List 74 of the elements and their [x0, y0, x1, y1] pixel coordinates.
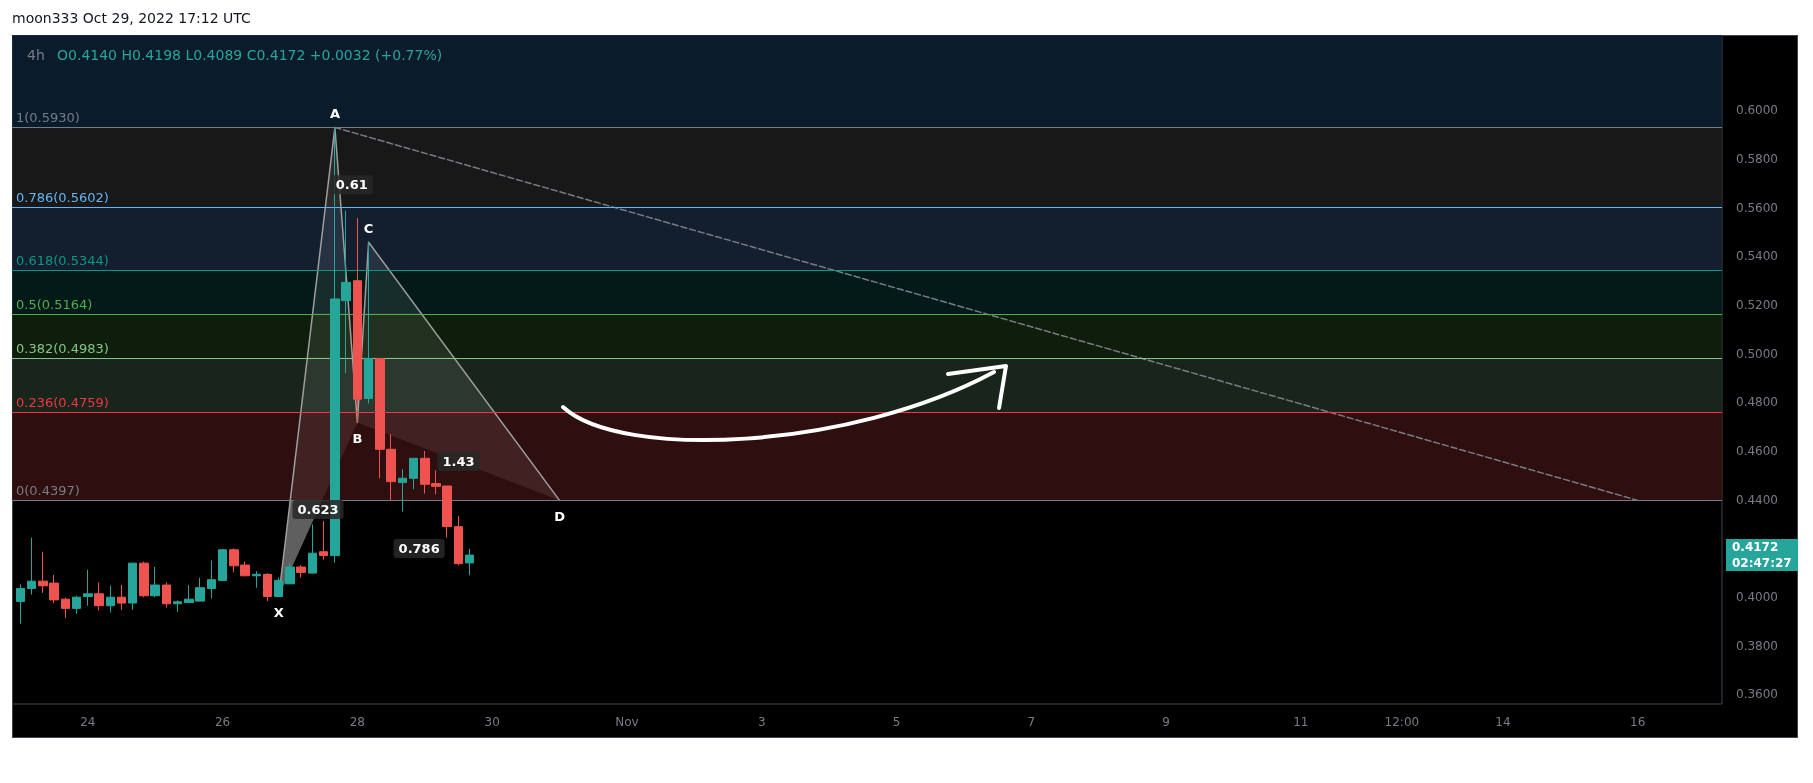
annotation: C — [363, 220, 374, 236]
ref-line-label: 0.236(0.4759) — [16, 395, 109, 411]
x-tick-label: Nov — [615, 715, 639, 729]
y-tick-label: 0.4600 — [1736, 444, 1778, 458]
candlestick — [263, 572, 272, 602]
candlestick — [173, 599, 182, 613]
text: 02:47:27 — [1732, 556, 1792, 571]
ref-line-label: 0.786(0.5602) — [16, 190, 109, 206]
ref-line-label: 0.5(0.5164) — [16, 296, 93, 312]
candlestick — [319, 520, 328, 561]
x-tick-label: 7 — [1027, 715, 1036, 729]
candlestick — [364, 241, 373, 405]
candlestick — [27, 537, 36, 596]
ref-line-label: 1(0.5930) — [16, 110, 80, 126]
candlestick — [106, 585, 115, 614]
y-tick-label: 0.4000 — [1736, 589, 1778, 604]
annotation: 1.43 — [442, 453, 475, 469]
x-tick-label: 16 — [1630, 715, 1646, 729]
candlestick — [207, 559, 216, 599]
y-tick-label: 0.5000 — [1736, 346, 1778, 361]
annotation: X — [273, 604, 284, 620]
candlestick — [128, 562, 137, 611]
annotation: 0.623 — [297, 502, 339, 517]
candlestick — [296, 564, 306, 579]
y-tick-label: 0.5400 — [1736, 249, 1778, 264]
candlestick — [252, 570, 261, 589]
x-tick-label: 28 — [349, 715, 366, 729]
y-tick-label: 0.5200 — [1736, 298, 1778, 313]
ref-line-label: 0(0.4397) — [16, 483, 80, 499]
x-tick-label: 5 — [892, 715, 901, 729]
x-tick-label: 24 — [80, 715, 96, 729]
y-tick-label: 0.6000 — [1736, 103, 1778, 118]
text: 0.4172 — [1732, 540, 1779, 555]
candlestick — [117, 584, 126, 611]
x-tick-label: 11 — [1293, 715, 1309, 729]
y-tick-label: 0.4400 — [1736, 492, 1778, 507]
x-tick-label: 3 — [757, 715, 766, 729]
candlestick — [72, 595, 81, 615]
x-tick-label: 26 — [214, 715, 231, 729]
candlestick — [308, 523, 317, 574]
y-tick-label: 0.3800 — [1736, 638, 1778, 653]
x-tick-label: 14 — [1495, 715, 1511, 729]
candlestick — [409, 457, 418, 490]
candlestick — [398, 468, 407, 513]
text: O0.4140 H0.4198 L0.4089 C0.4172 +0.0032 (+0.77%) — [57, 47, 443, 63]
text: moon333 Oct 29, 2022 17:12 UTC — [12, 10, 251, 26]
candlestick — [353, 217, 362, 424]
candlestick — [218, 548, 227, 581]
annotation: 0.786 — [398, 540, 440, 556]
ref-line-label: 0.618(0.5344) — [16, 253, 109, 268]
candlestick — [83, 569, 93, 607]
candlestick — [16, 583, 25, 625]
text: 4h — [27, 47, 45, 63]
y-tick-label: 0.3600 — [1736, 687, 1778, 702]
candlestick — [274, 577, 283, 597]
y-tick-label: 0.4800 — [1736, 395, 1778, 410]
x-tick-label: 12:00 — [1384, 715, 1420, 729]
annotation: B — [352, 431, 363, 447]
y-tick-label: 0.5800 — [1736, 152, 1778, 167]
candlestick — [139, 561, 149, 598]
candlestick — [150, 566, 160, 598]
annotation: D — [554, 508, 566, 524]
annotation: A — [329, 105, 340, 121]
candlestick — [454, 515, 463, 566]
candlestick — [465, 548, 474, 576]
candlestick — [61, 597, 70, 619]
candlestick — [94, 581, 104, 611]
candlestick — [162, 581, 171, 609]
ref-line-label: 0.382(0.4983) — [16, 340, 109, 356]
x-tick-label: 9 — [1162, 715, 1170, 729]
annotation: 0.61 — [335, 177, 368, 193]
y-tick-label: 0.5600 — [1736, 200, 1778, 215]
candlestick — [285, 562, 295, 585]
x-tick-label: 30 — [484, 715, 500, 729]
